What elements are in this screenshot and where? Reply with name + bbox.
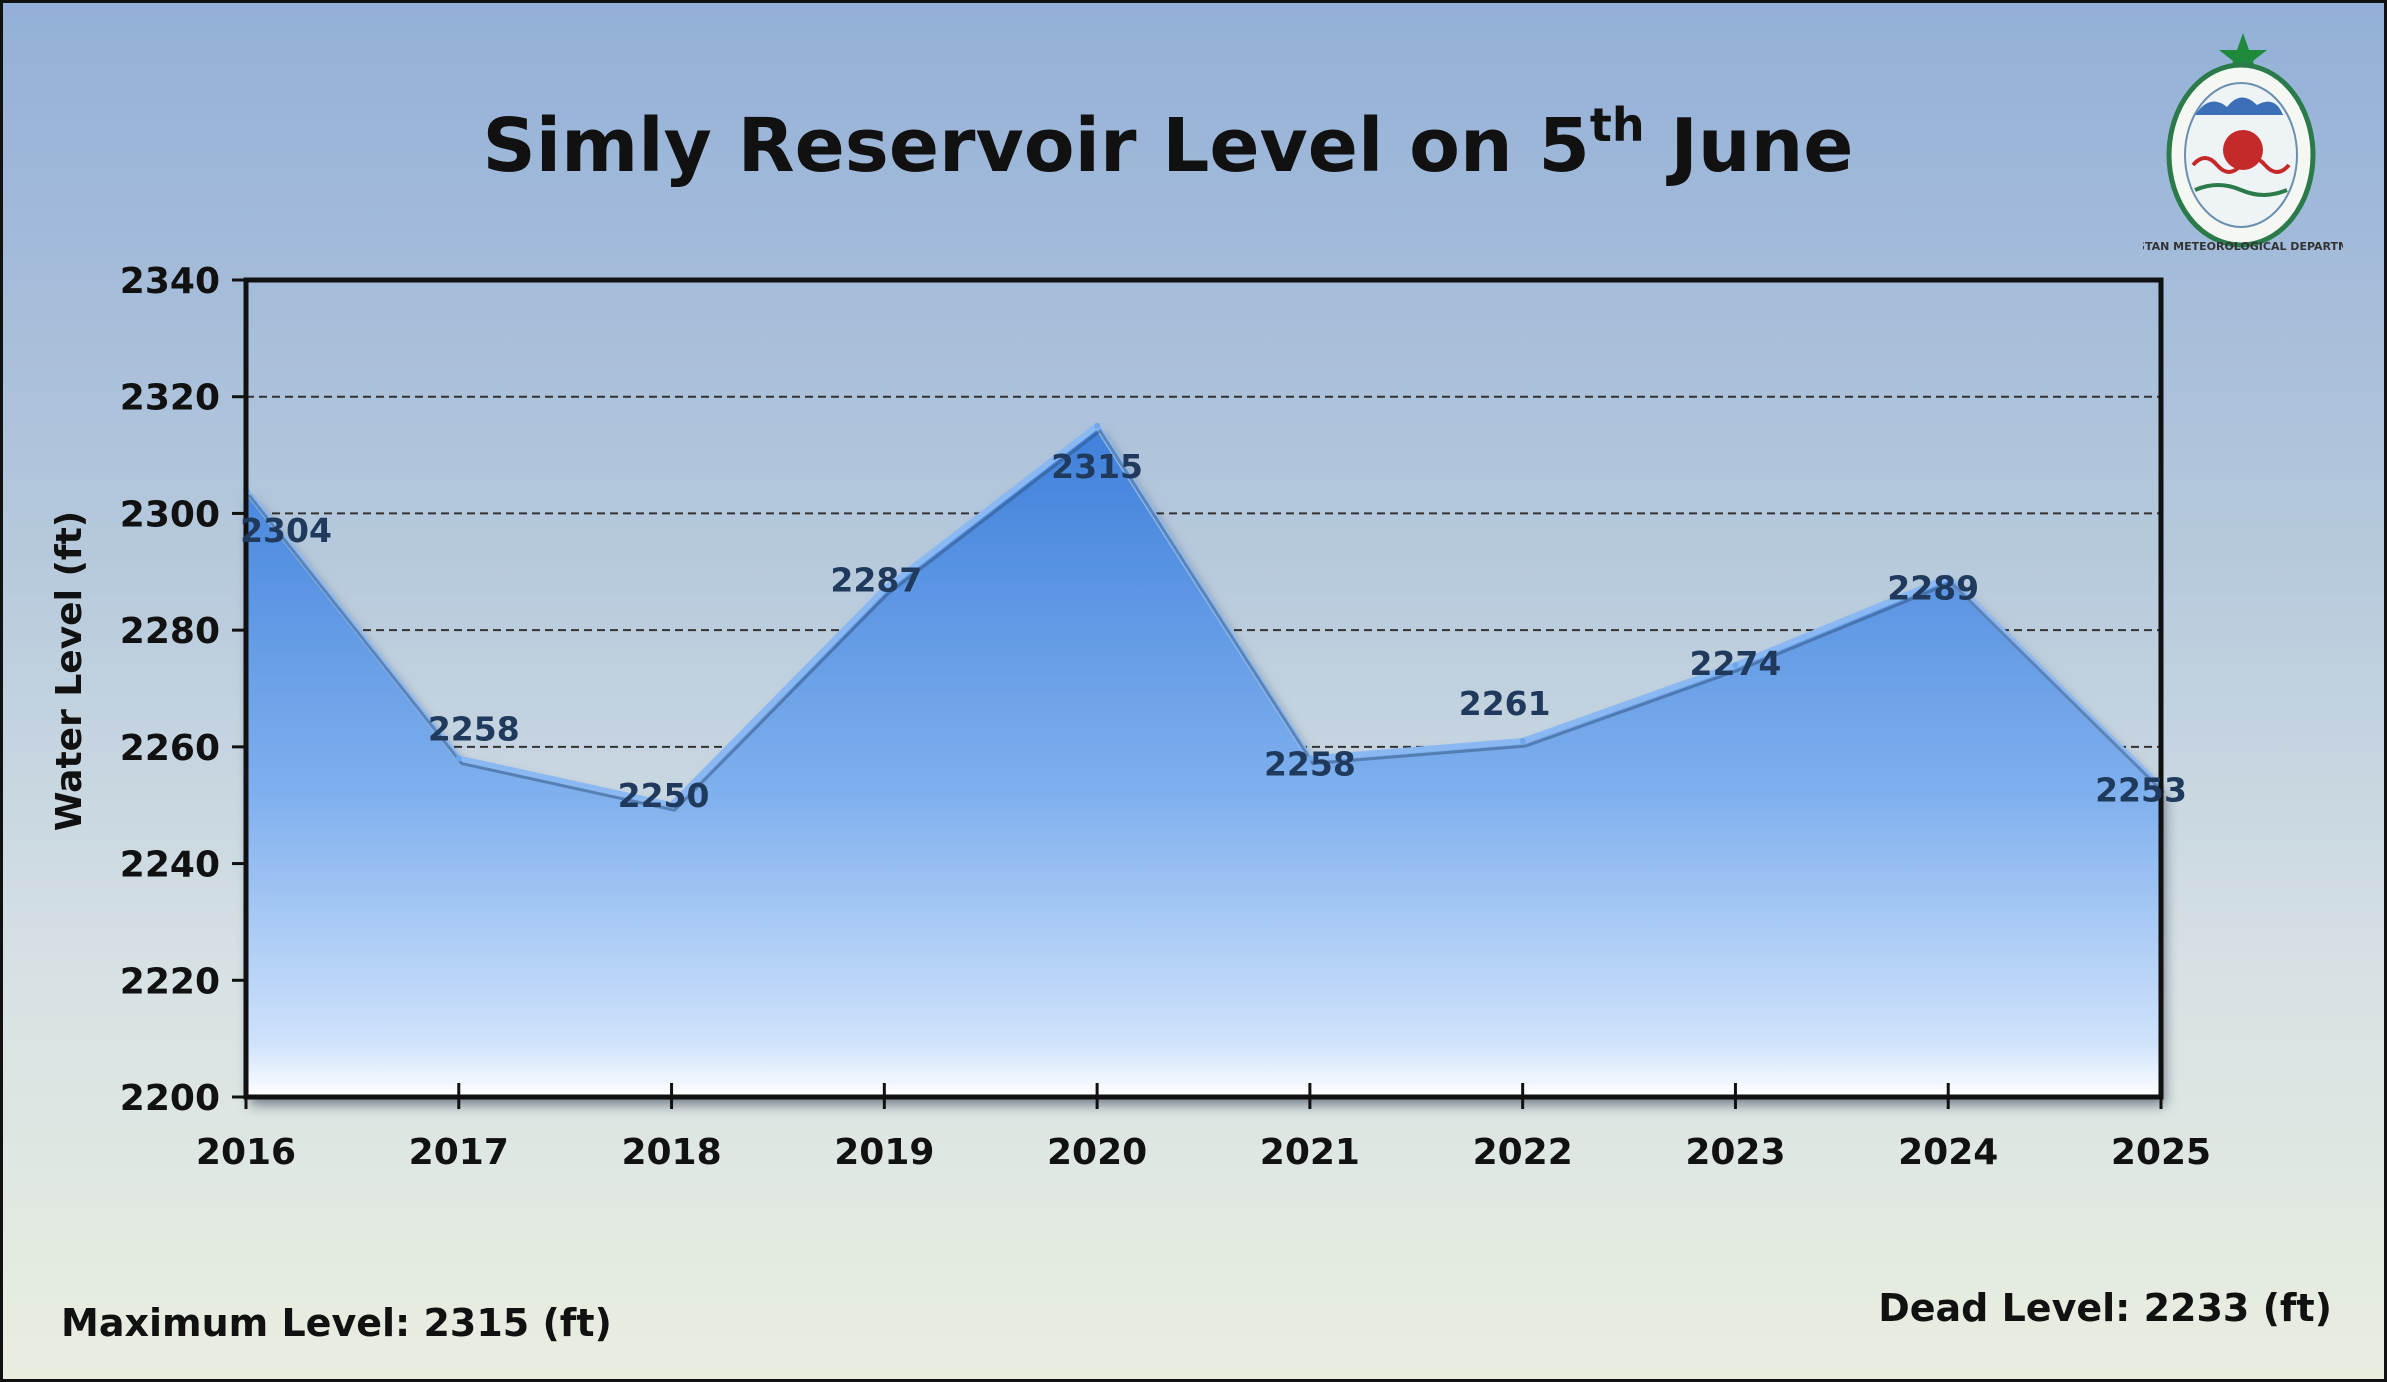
data-label-2021: 2258 xyxy=(1264,745,1356,784)
logo-text: PAKISTAN METEOROLOGICAL DEPARTMENT xyxy=(2143,240,2343,253)
data-label-2024: 2289 xyxy=(1887,569,1979,608)
data-label-2025: 2253 xyxy=(2095,771,2187,810)
y-tick-label-2280: 2280 xyxy=(120,611,220,652)
data-label-2018: 2250 xyxy=(618,776,710,815)
y-tick-label-2200: 2200 xyxy=(120,1078,220,1119)
y-tick-label-2320: 2320 xyxy=(120,378,220,419)
axes: 2200 2220 2240 2260 2280 2300 2320 2340 2016 2017… xyxy=(120,261,2211,1173)
x-tick-label-2022: 2022 xyxy=(1473,1132,1573,1173)
x-tick-label-2021: 2021 xyxy=(1260,1132,1360,1173)
data-point-2021 xyxy=(1306,755,1313,762)
x-tick-label-2023: 2023 xyxy=(1685,1132,1785,1173)
area-edge-shadow xyxy=(247,428,2166,812)
x-tick-label-2024: 2024 xyxy=(1898,1132,1998,1173)
y-tick-label-2340: 2340 xyxy=(120,261,220,302)
y-axis-title: Water Level (ft) xyxy=(49,511,90,832)
pakistan-meteorological-department-logo: PAKISTAN METEOROLOGICAL DEPARTMENT xyxy=(2143,33,2343,253)
chart-title-suffix: June xyxy=(1645,103,1854,189)
data-labels: 2304 2258 2250 2287 2315 2258 2261 2274 2289 2253 xyxy=(240,447,2187,815)
chart-title-main: Simly Reservoir Level on 5 xyxy=(482,103,1589,189)
data-point-2020 xyxy=(1094,422,1101,429)
chart-title: Simly Reservoir Level on 5th June xyxy=(482,98,1853,189)
x-tick-label-2019: 2019 xyxy=(834,1132,934,1173)
data-label-2017: 2258 xyxy=(428,710,520,749)
chart-title-superscript: th xyxy=(1590,98,1645,152)
data-point-2024 xyxy=(1945,574,1952,581)
x-tick-label-2020: 2020 xyxy=(1047,1132,1147,1173)
x-tick-label-2017: 2017 xyxy=(409,1132,509,1173)
data-point-2023 xyxy=(1732,662,1739,669)
y-tick-label-2300: 2300 xyxy=(120,494,220,535)
y-tick-label-2240: 2240 xyxy=(120,845,220,886)
x-tick-label-2018: 2018 xyxy=(621,1132,721,1173)
x-tick-label-2025: 2025 xyxy=(2111,1132,2211,1173)
x-tick-label-2016: 2016 xyxy=(196,1132,296,1173)
area-series xyxy=(243,422,2166,1098)
data-point-2019 xyxy=(881,586,888,593)
y-tick-label-2220: 2220 xyxy=(120,961,220,1002)
data-point-2018 xyxy=(668,802,675,809)
data-point-2017 xyxy=(455,755,462,762)
data-point-2022 xyxy=(1519,738,1526,745)
y-tick-label-2260: 2260 xyxy=(120,728,220,769)
data-label-2023: 2274 xyxy=(1690,644,1782,683)
data-label-2016: 2304 xyxy=(240,511,332,550)
data-label-2020: 2315 xyxy=(1051,447,1143,486)
dead-level-note: Dead Level: 2233 (ft) xyxy=(1878,1286,2332,1330)
plot-border xyxy=(243,277,2164,1100)
data-label-2022: 2261 xyxy=(1459,684,1551,723)
area-chart: Simly Reservoir Level on 5th June Water … xyxy=(49,98,2211,1173)
data-label-2019: 2287 xyxy=(830,560,922,599)
maximum-level-note: Maximum Level: 2315 (ft) xyxy=(61,1301,612,1345)
area-fill xyxy=(246,425,2161,1098)
